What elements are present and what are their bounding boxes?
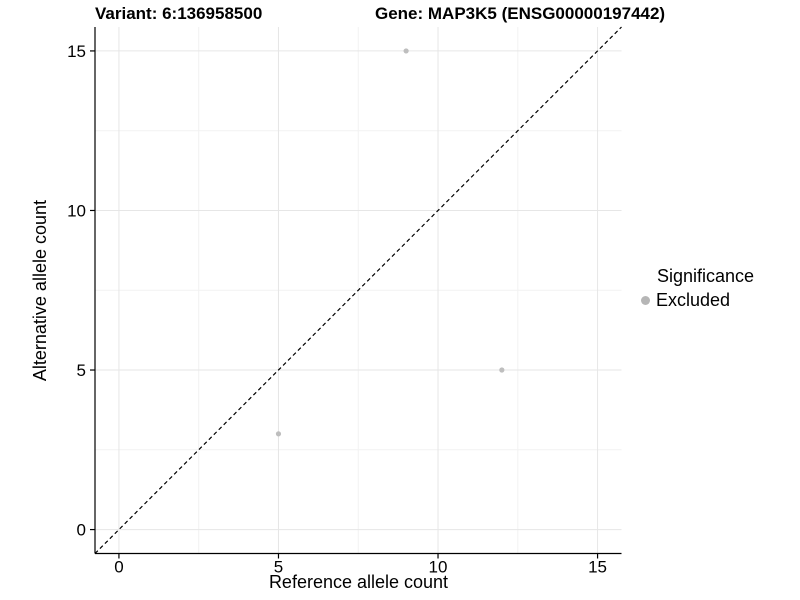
y-axis-title: Alternative allele count [29,199,50,382]
data-point [403,48,409,54]
y-tick-label: 0 [77,521,86,540]
legend-key-circle-icon [641,296,650,305]
legend-item-excluded: Excluded [641,290,754,311]
x-tick-label: 5 [274,558,283,577]
y-tick-label: 15 [67,42,86,61]
y-tick-label: 10 [67,201,86,220]
legend: Significance Excluded [641,266,754,311]
legend-title: Significance [657,266,755,286]
x-tick-label: 15 [588,558,607,577]
x-tick-label: 0 [114,558,123,577]
legend-item-label: Excluded [656,290,731,310]
y-tick-label: 5 [77,361,86,380]
data-point [275,431,282,437]
x-axis-title: Reference allele count [268,572,449,592]
identity-reference-line [94,26,622,554]
plot-title-gene: Gene: MAP3K5 (ENSG00000197442) [375,4,666,23]
x-tick-label: 10 [429,558,448,577]
y-axis-title-wrap: Alternative allele count [28,27,52,554]
data-point [499,367,505,373]
plot-title-variant: Variant: 6:136958500 [95,4,263,23]
